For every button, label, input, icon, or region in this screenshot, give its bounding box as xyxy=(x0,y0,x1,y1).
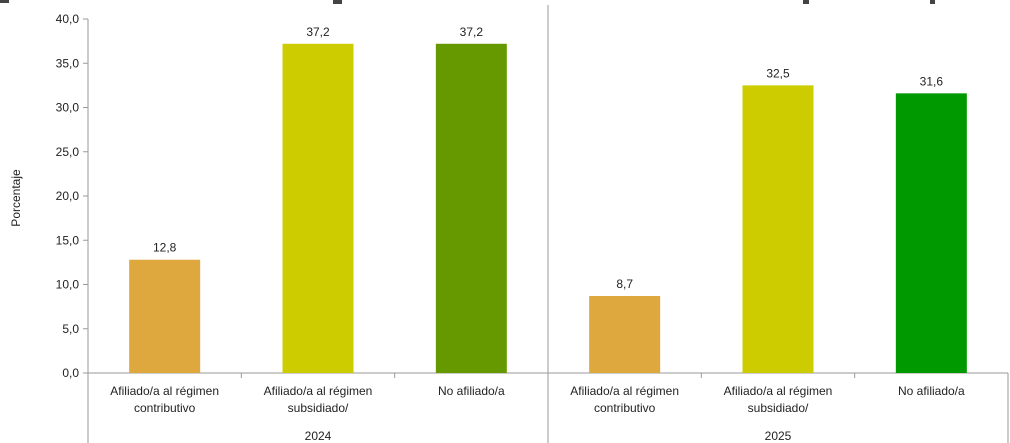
y-tick-label: 30,0 xyxy=(56,101,80,115)
x-category-label: contributivo xyxy=(594,401,656,415)
x-category-label: contributivo xyxy=(134,401,196,415)
x-group-label: 2024 xyxy=(305,429,332,443)
cropped-title-fragments xyxy=(0,0,935,4)
y-axis-label: Porcentaje xyxy=(9,169,23,227)
bar xyxy=(435,43,507,373)
x-category-label: Afiliado/a al régimen xyxy=(724,384,833,398)
y-tick-label: 0,0 xyxy=(62,366,79,380)
bar xyxy=(129,259,201,373)
x-category-label: subsidiado/ xyxy=(288,401,349,415)
x-category-label: Afiliado/a al régimen xyxy=(264,384,373,398)
data-label: 12,8 xyxy=(153,241,177,255)
x-category-label: No afiliado/a xyxy=(898,384,965,398)
title-fragment xyxy=(333,0,342,4)
data-label: 37,2 xyxy=(460,25,484,39)
data-label: 8,7 xyxy=(616,277,633,291)
x-category-label: Afiliado/a al régimen xyxy=(570,384,679,398)
bar xyxy=(282,43,354,373)
title-fragment xyxy=(0,0,9,3)
x-category-label: No afiliado/a xyxy=(438,384,505,398)
y-tick-label: 25,0 xyxy=(56,145,80,159)
y-tick-label: 5,0 xyxy=(62,322,79,336)
y-tick-label: 40,0 xyxy=(56,12,80,26)
title-fragment xyxy=(803,0,809,4)
bar xyxy=(895,93,967,373)
y-tick-label: 10,0 xyxy=(56,278,80,292)
y-tick-label: 20,0 xyxy=(56,189,80,203)
plot-area: 0,0 5,0 10,0 15,0 20,0 25,0 30,0 35,0 40,0 12,8 Af… xyxy=(56,5,1009,443)
x-category-label: Afiliado/a al régimen xyxy=(110,384,219,398)
data-label: 32,5 xyxy=(766,66,790,80)
bar xyxy=(742,85,814,373)
x-category-label: subsidiado/ xyxy=(748,401,809,415)
bar xyxy=(589,296,661,373)
title-fragment xyxy=(930,0,935,4)
y-tick-label: 15,0 xyxy=(56,233,80,247)
y-tick-label: 35,0 xyxy=(56,56,80,70)
data-label: 37,2 xyxy=(306,25,330,39)
x-group-label: 2025 xyxy=(765,429,792,443)
data-label: 31,6 xyxy=(920,74,944,88)
